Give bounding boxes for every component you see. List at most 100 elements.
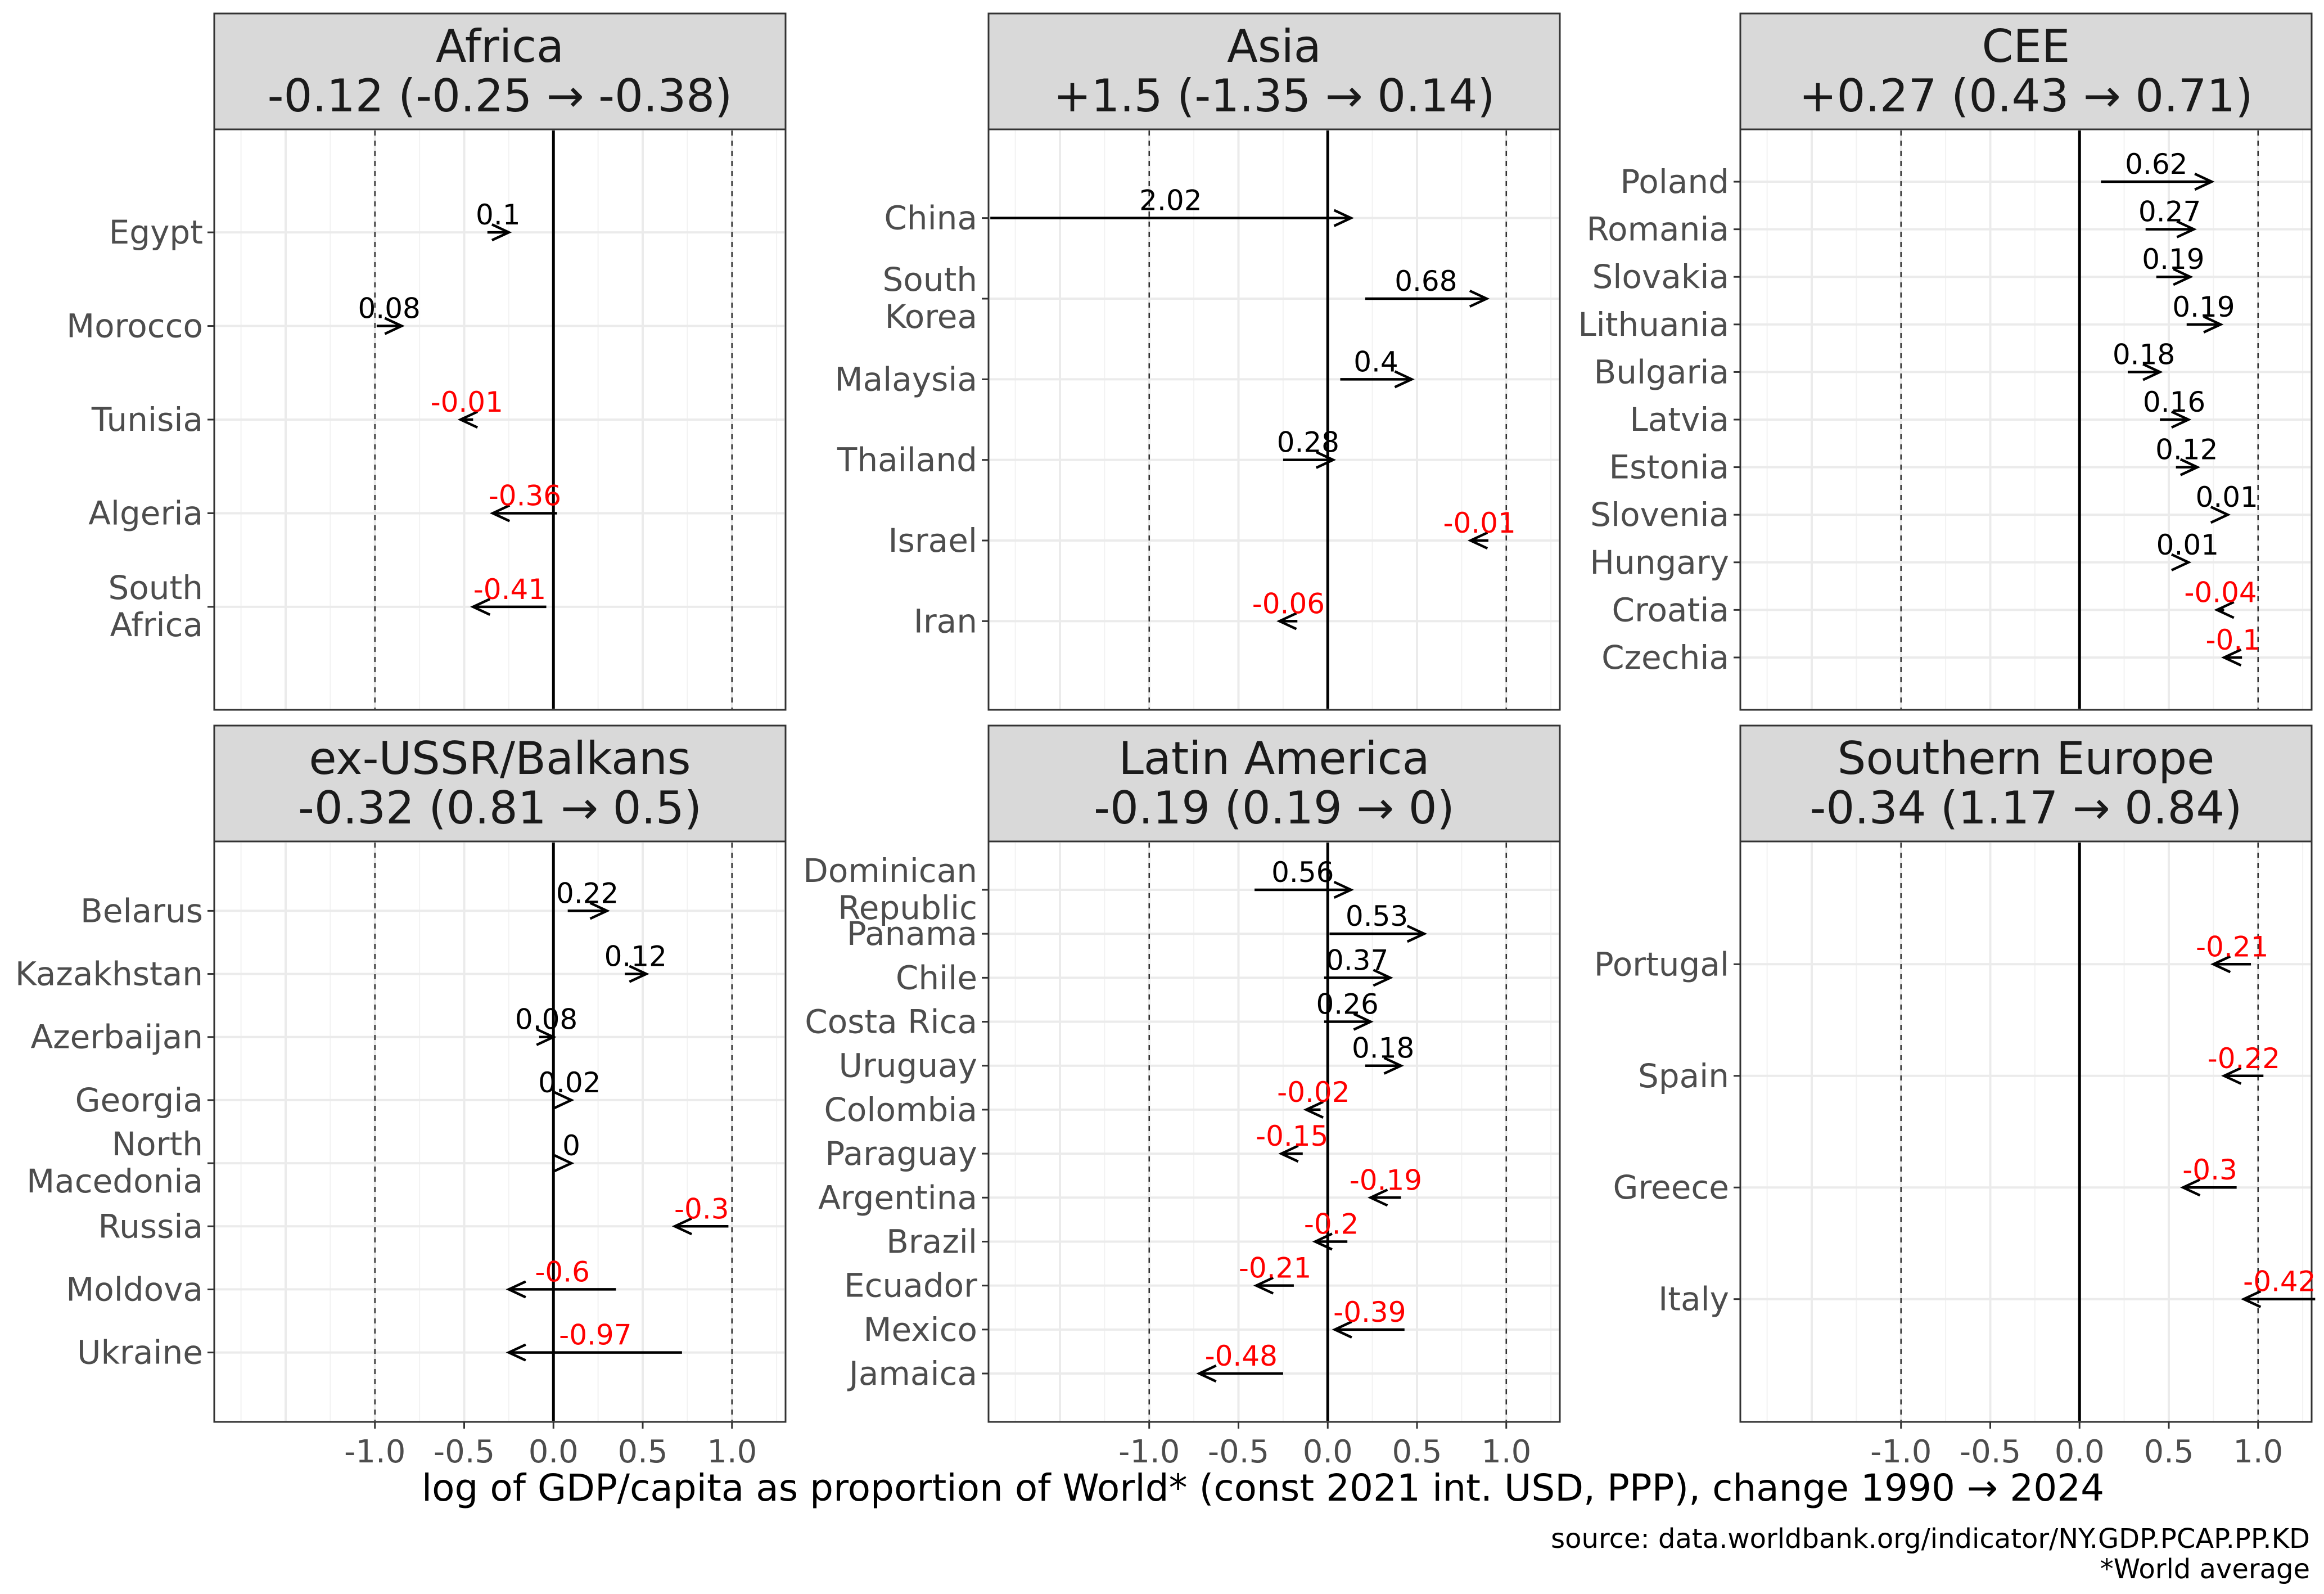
value-label: -0.97 xyxy=(559,1319,631,1352)
x-tick-label: 1.0 xyxy=(707,1434,757,1470)
arrow-slovenia xyxy=(2210,506,2231,524)
value-label: -0.6 xyxy=(535,1255,590,1288)
country-label: Uruguay xyxy=(839,1047,978,1085)
arrow-head xyxy=(2210,506,2231,524)
arrow-head xyxy=(1332,1320,1352,1339)
arrow-mexico xyxy=(1332,1320,1405,1339)
panel-summary: -0.19 (0.19 → 0) xyxy=(1094,782,1455,834)
value-label: -0.01 xyxy=(431,386,503,418)
value-label: 0.27 xyxy=(2138,196,2201,228)
x-tick-label: 0.5 xyxy=(617,1434,667,1470)
panel-strip xyxy=(987,724,1561,843)
country-label: Georgia xyxy=(75,1081,203,1119)
arrow-head xyxy=(2241,1290,2262,1308)
country-label: South Korea xyxy=(882,260,977,336)
arrow-israel xyxy=(1467,531,1488,550)
panel-title: Asia xyxy=(1227,20,1321,73)
country-label: Egypt xyxy=(109,213,203,251)
arrow-moldova xyxy=(506,1280,616,1299)
arrow-algeria xyxy=(489,504,557,523)
arrow-head xyxy=(2170,553,2192,571)
arrow-poland xyxy=(2101,173,2215,191)
panel-summary: +1.5 (-1.35 → 0.14) xyxy=(1053,70,1495,122)
value-label: 0.1 xyxy=(476,199,521,231)
arrow-head xyxy=(2221,1066,2242,1085)
arrow-head xyxy=(2194,173,2215,191)
arrow-head xyxy=(506,1343,526,1362)
arrow-belarus xyxy=(567,902,610,920)
country-label: North Macedonia xyxy=(26,1125,203,1200)
arrow-head xyxy=(2180,1178,2201,1197)
country-label: Tunisia xyxy=(91,400,203,439)
arrow-hungary xyxy=(2170,553,2192,571)
value-label: 0.18 xyxy=(2113,338,2175,371)
arrow-ecuador xyxy=(1253,1276,1294,1295)
arrow-kazakhstan xyxy=(625,965,649,983)
country-label: Malaysia xyxy=(835,360,977,398)
country-label: Russia xyxy=(98,1207,203,1245)
panel-title: CEE xyxy=(1982,20,2070,73)
country-label: Kazakhstan xyxy=(15,955,203,993)
value-label: 0.28 xyxy=(1277,426,1339,459)
x-tick-label: 1.0 xyxy=(2233,1434,2283,1470)
country-label-line: North xyxy=(112,1125,203,1163)
arrow-jamaica xyxy=(1196,1364,1283,1383)
arrow-head xyxy=(554,1091,575,1109)
panel-summary: -0.32 (0.81 → 0.5) xyxy=(298,782,702,834)
value-label: -0.2 xyxy=(1304,1208,1359,1240)
arrow-head xyxy=(1253,1276,1274,1295)
x-tick-label: -0.5 xyxy=(1960,1434,2021,1470)
value-label: -0.41 xyxy=(473,573,546,606)
arrow-brazil xyxy=(1312,1232,1348,1251)
arrow-georgia xyxy=(554,1091,575,1109)
value-label: 0.08 xyxy=(515,1003,577,1036)
country-label: Dominican Republic xyxy=(803,852,977,927)
arrow-latvia xyxy=(2160,410,2192,429)
arrow-uruguay xyxy=(1365,1056,1404,1075)
arrow-head xyxy=(2210,955,2231,974)
country-label: Croatia xyxy=(1612,591,1730,629)
country-label: Ecuador xyxy=(844,1267,977,1305)
x-tick-label: 0.0 xyxy=(2055,1434,2105,1470)
panel-asia: Asia+1.5 (-1.35 → 0.14) 2.02 China 0.68 Sout… xyxy=(835,12,1561,711)
arrow-costa-rica xyxy=(1324,1012,1374,1031)
value-label: -0.22 xyxy=(2208,1042,2280,1075)
arrow-head xyxy=(536,1028,557,1046)
value-label: 0.19 xyxy=(2172,291,2235,323)
value-label: -0.04 xyxy=(2184,576,2257,609)
country-label: China xyxy=(884,199,977,237)
country-label: Italy xyxy=(1658,1280,1729,1318)
arrow-head xyxy=(1353,1012,1374,1031)
value-label: -0.39 xyxy=(1333,1296,1406,1329)
arrow-lithuania xyxy=(2186,315,2224,334)
country-label-line: Korea xyxy=(885,298,977,336)
arrow-thailand xyxy=(1283,451,1337,469)
country-label: Spain xyxy=(1638,1057,1729,1095)
country-label: Jamaica xyxy=(847,1354,977,1393)
panel-southern-europe: Southern Europe-0.34 (1.17 → 0.84) -0.21 P… xyxy=(1594,724,2316,1470)
value-label: 2.02 xyxy=(1139,184,1202,217)
arrow-morocco xyxy=(376,317,405,335)
country-label-line: Republic xyxy=(838,889,977,927)
x-tick-label: 1.0 xyxy=(1481,1434,1531,1470)
arrow-head xyxy=(489,504,511,523)
value-label: 0.37 xyxy=(1326,944,1388,976)
country-label-line: South xyxy=(882,260,977,299)
country-label: Czechia xyxy=(1601,638,1729,677)
country-label: Romania xyxy=(1586,210,1729,249)
x-tick-label: -1.0 xyxy=(344,1434,405,1470)
panel-strip xyxy=(1739,12,2313,130)
arrow-head xyxy=(2142,363,2163,381)
arrow-head xyxy=(1303,1100,1324,1119)
panel-area xyxy=(213,840,787,1423)
arrow-head xyxy=(1333,880,1354,899)
arrow-head xyxy=(384,317,405,335)
country-label: Estonia xyxy=(1609,448,1729,487)
country-label-line: South xyxy=(108,569,203,607)
panel-strip xyxy=(1739,724,2313,843)
panel-area xyxy=(987,840,1561,1423)
arrow-head xyxy=(1315,451,1337,469)
arrow-russia xyxy=(671,1217,729,1236)
country-label: Azerbaijan xyxy=(30,1018,203,1056)
value-label: 0.08 xyxy=(358,292,420,325)
